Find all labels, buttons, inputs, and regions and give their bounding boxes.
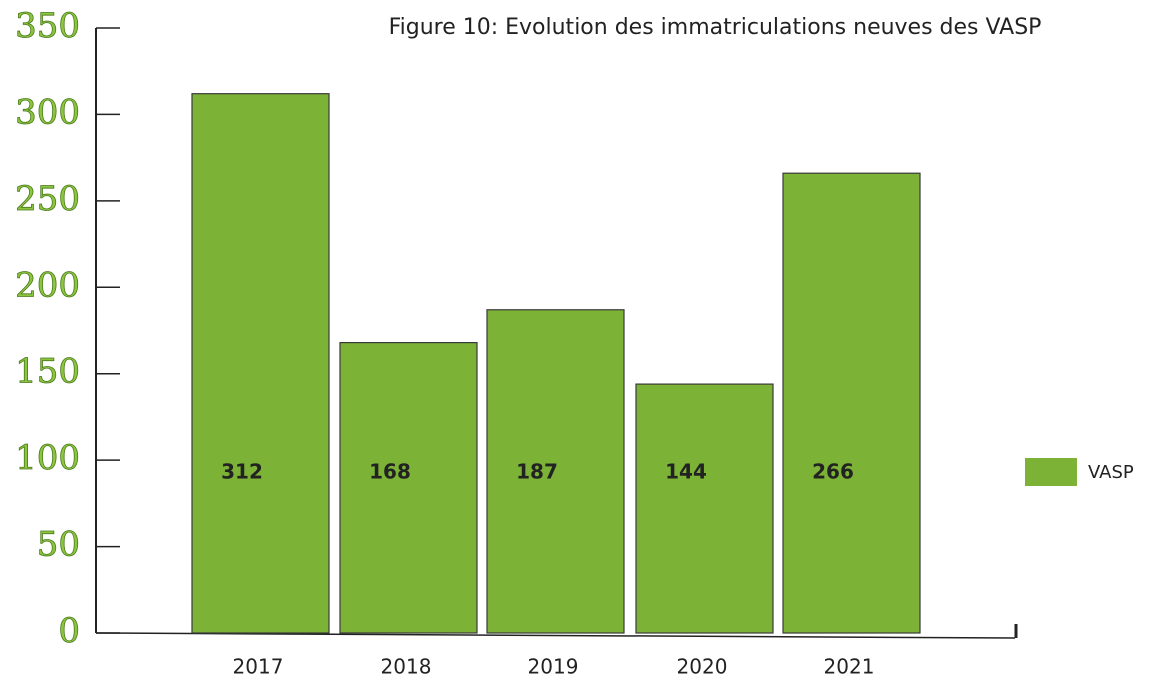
value-label: 266 [812,460,854,484]
bar [339,342,478,634]
value-label: 168 [369,460,411,484]
y-tick-label: 200 [15,265,80,305]
y-tick-label: 0 [58,611,80,651]
y-tick-label: 300 [15,92,80,132]
x-axis [95,632,1016,639]
y-tick-label: 150 [15,352,80,392]
x-tick-label: 2018 [381,655,432,679]
bar [782,172,921,634]
value-label: 312 [221,460,263,484]
y-tick-label: 100 [15,438,80,478]
y-tick-label: 350 [15,6,80,46]
bar [635,383,774,634]
legend-swatch [1025,458,1077,486]
chart-title: Figure 10: Evolution des immatriculation… [389,15,1042,40]
y-tick-label: 250 [15,179,80,219]
value-label: 187 [516,460,558,484]
bar [486,309,625,634]
legend-label: VASP [1088,462,1134,483]
x-tick-label: 2021 [824,655,875,679]
bar [191,93,330,634]
x-tick-label: 2020 [677,655,728,679]
x-tick-label: 2019 [528,655,579,679]
y-tick-label: 50 [37,525,80,565]
value-label: 144 [665,460,707,484]
x-tick-label: 2017 [233,655,284,679]
